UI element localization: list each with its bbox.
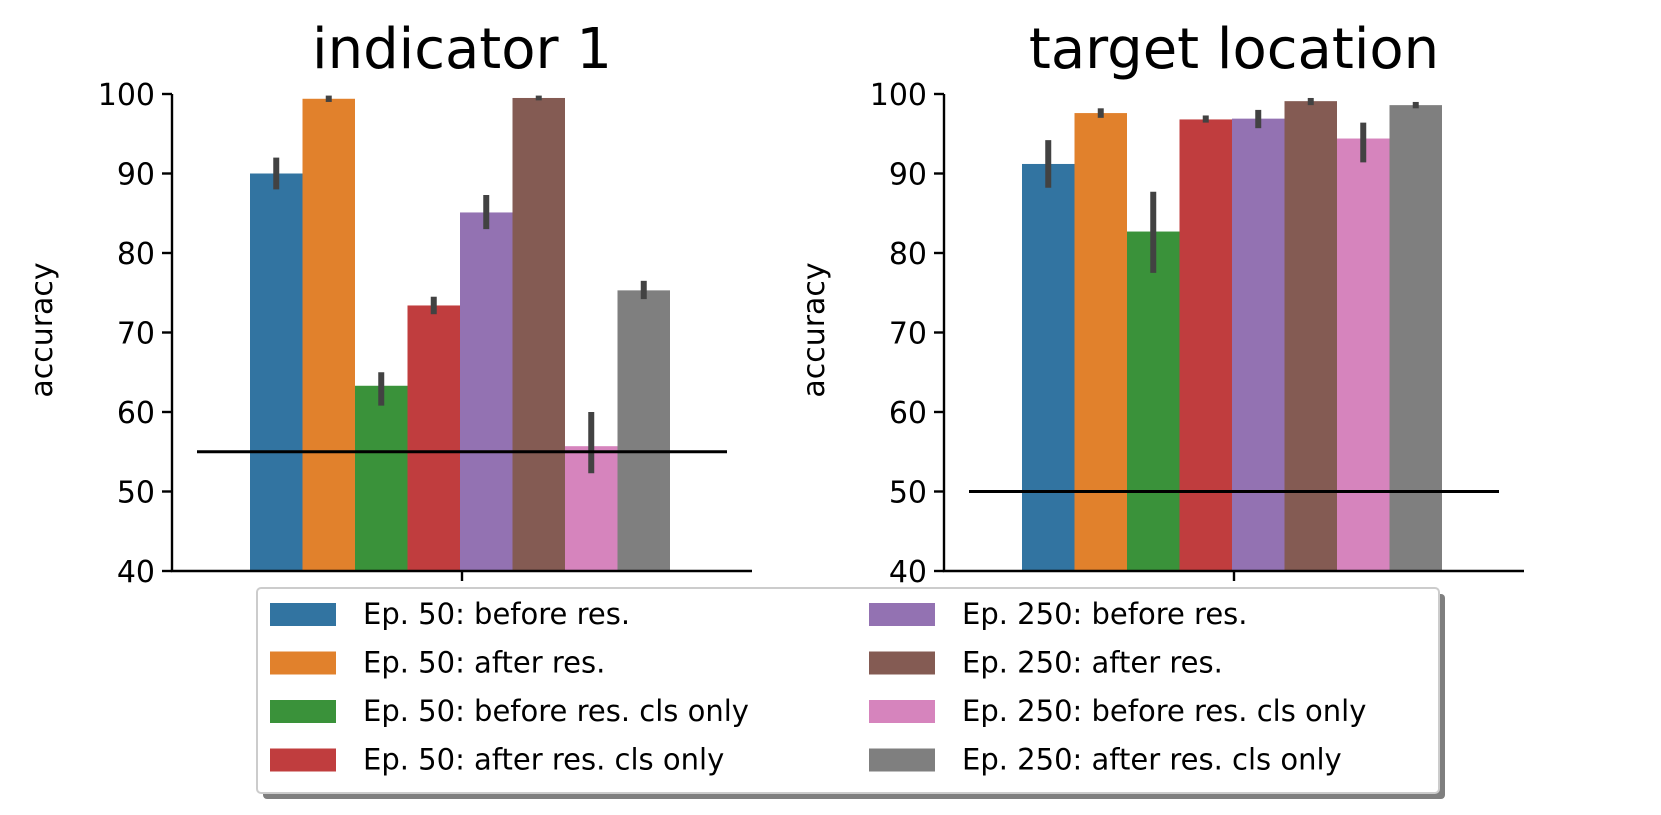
y-tick-label: 80 [117,237,155,272]
chart-indicator-1: indicator 1 accuracy 40 50 60 70 80 90 100 [25,17,752,590]
legend-swatch [869,603,935,626]
legend-label: Ep. 250: after res. cls only [962,743,1342,777]
y-tick-label: 40 [889,555,927,590]
chart-target-location: target location accuracy 40 50 60 70 80 90 100 [797,17,1524,590]
legend-label: Ep. 50: before res. cls only [363,694,749,728]
bar [355,385,408,571]
bar [460,212,513,571]
bar [1232,118,1285,572]
chart-title: target location [1029,17,1439,82]
y-tick-label: 60 [889,396,927,431]
y-tick-label: 60 [117,396,155,431]
bar [1389,105,1442,571]
y-tick-label: 50 [889,476,927,511]
y-tick-label: 90 [117,158,155,193]
y-tick-label: 40 [117,555,155,590]
legend-swatch [869,651,935,675]
y-tick-label: 50 [117,476,155,511]
legend-swatch [869,700,935,723]
y-axis-label: accuracy [25,262,60,397]
bar [1022,163,1075,571]
y-tick-label: 70 [117,317,155,352]
legend-label: Ep. 250: before res. cls only [962,694,1366,728]
bar [617,290,670,571]
legend-swatch [270,700,336,723]
legend-label: Ep. 250: after res. [962,646,1223,680]
y-tick-label: 80 [889,237,927,272]
bar [407,305,460,571]
y-tick-label: 90 [889,158,927,193]
legend-label: Ep. 50: after res. cls only [363,743,724,777]
legend-label: Ep. 50: before res. [363,597,630,631]
legend-swatch [270,603,336,626]
y-axis-label: accuracy [797,262,832,397]
legend-swatch [270,748,336,772]
legend-frame [256,587,1440,794]
legend-swatch [869,748,935,772]
bar [1127,231,1180,571]
legend-swatch [270,651,336,675]
bar [302,98,355,572]
bar [512,97,565,571]
y-tick-label: 70 [889,317,927,352]
legend-label: Ep. 250: before res. [962,597,1248,631]
bar [1337,138,1390,571]
bar [1284,101,1337,571]
bar [1179,119,1232,571]
bar [1074,113,1127,571]
y-tick-label: 100 [870,78,927,113]
bar [250,173,303,571]
y-tick-label: 100 [98,78,155,113]
legend: Ep. 50: before res. Ep. 50: after res. Ep.… [256,587,1445,799]
legend-label: Ep. 50: after res. [363,646,605,680]
chart-title: indicator 1 [312,17,612,82]
